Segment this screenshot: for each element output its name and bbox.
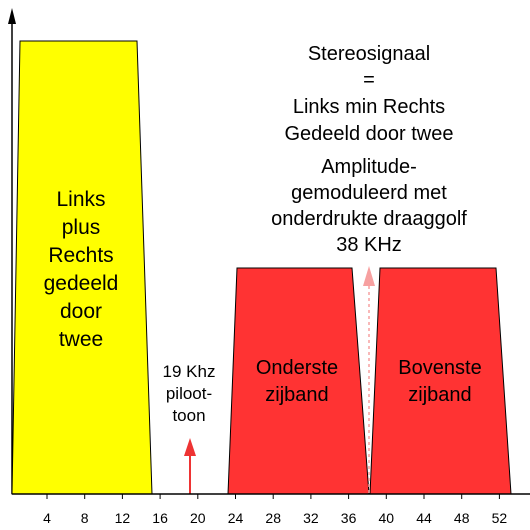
y-axis-arrow-icon xyxy=(8,8,16,24)
lsb-line: zijband xyxy=(265,384,328,406)
mono-line: twee xyxy=(59,328,103,351)
modulation-line: Amplitude- xyxy=(321,156,417,178)
x-axis-tick-label: 40 xyxy=(379,510,395,526)
upper-sideband-label: Bovenste zijband xyxy=(398,357,481,406)
stereo-title-line: Stereosignaal xyxy=(308,43,430,65)
x-axis-tick-label: 8 xyxy=(81,510,89,526)
pilot-line: toon xyxy=(172,406,205,425)
pilot-line: 19 Khz xyxy=(163,362,216,381)
mono-band-label: Links plus Rechts gedeeld door twee xyxy=(44,188,119,351)
x-axis-tick-label: 4 xyxy=(43,510,51,526)
x-axis-tick-label: 36 xyxy=(341,510,357,526)
mono-band-shape xyxy=(11,40,153,495)
mono-line: Rechts xyxy=(48,244,113,267)
mono-line: Links xyxy=(56,188,105,211)
carrier-arrow-icon xyxy=(363,266,375,286)
lower-sideband-label: Onderste zijband xyxy=(256,357,338,406)
mono-line: plus xyxy=(62,216,101,239)
x-axis-tick-label: 12 xyxy=(115,510,131,526)
x-axis-tick-label: 32 xyxy=(303,510,319,526)
modulation-text: Amplitude- gemoduleerd met onderdrukte d… xyxy=(271,156,467,256)
lower-sideband-shape xyxy=(227,267,370,495)
mono-line: gedeeld xyxy=(44,272,119,295)
mono-line: door xyxy=(60,300,102,323)
modulation-line: gemoduleerd met xyxy=(291,182,447,204)
x-axis-tick-label: 28 xyxy=(265,510,281,526)
modulation-line: onderdrukte draaggolf xyxy=(271,208,467,230)
x-axis-tick-label: 44 xyxy=(416,510,432,526)
pilot-arrow-icon xyxy=(184,438,196,456)
stereo-title-line: Links min Rechts xyxy=(293,96,445,118)
lsb-line: Onderste xyxy=(256,357,338,379)
x-axis-tick-label: 24 xyxy=(228,510,244,526)
x-axis-tick-label: 48 xyxy=(454,510,470,526)
pilot-line: piloot- xyxy=(166,384,212,403)
modulation-line: 38 KHz xyxy=(336,234,402,256)
upper-sideband-shape xyxy=(369,267,512,495)
x-axis-tick-label: 20 xyxy=(190,510,206,526)
x-axis-tick-label: 52 xyxy=(492,510,508,526)
stereo-title: Stereosignaal = Links min Rechts Gedeeld… xyxy=(284,43,453,145)
x-axis-tick-label: 16 xyxy=(152,510,168,526)
usb-line: Bovenste xyxy=(398,357,481,379)
pilot-label: 19 Khz piloot- toon xyxy=(163,362,216,425)
usb-line: zijband xyxy=(408,384,471,406)
stereo-title-line: Gedeeld door twee xyxy=(284,123,453,145)
stereo-title-line: = xyxy=(363,69,375,91)
x-axis-ticks: 4812162024283236404448525 xyxy=(43,494,508,526)
